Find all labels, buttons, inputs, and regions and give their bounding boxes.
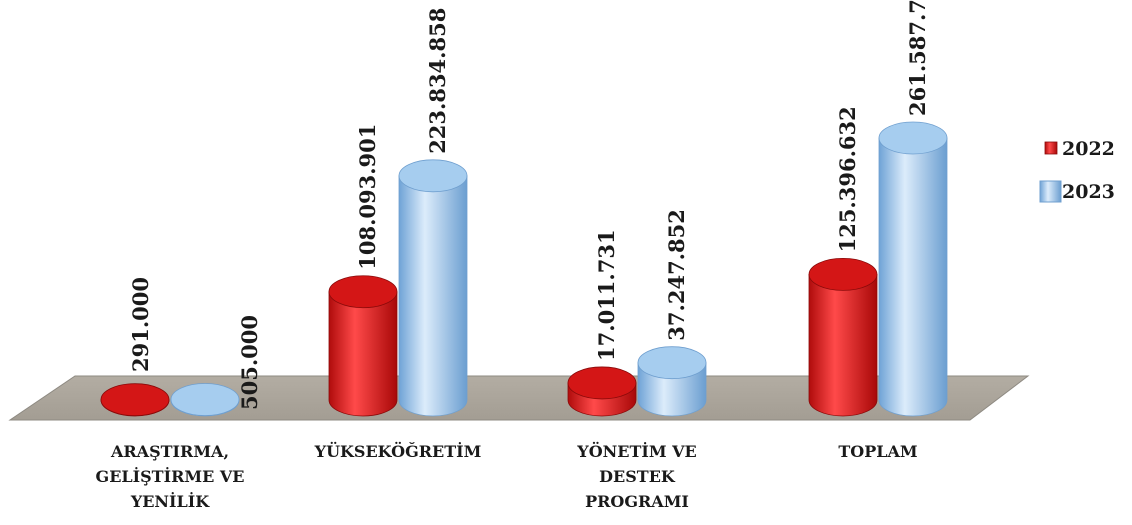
value-label-2023-2: 37.247.852 bbox=[664, 209, 689, 341]
value-label-2023-0: 505.000 bbox=[237, 315, 262, 410]
bar-2022-3 bbox=[808, 258, 878, 417]
chart-floor bbox=[8, 375, 1030, 421]
value-label-2022-3: 125.396.632 bbox=[835, 106, 860, 252]
bar-2023-1 bbox=[398, 159, 468, 417]
bar-cap bbox=[398, 159, 468, 193]
category-label-2: YÖNETİM VE DESTEK PROGRAMI bbox=[576, 441, 696, 511]
bar-body bbox=[398, 175, 468, 417]
legend-label-2023: 2023 bbox=[1062, 181, 1115, 203]
legend-label-2022: 2022 bbox=[1062, 138, 1115, 160]
value-labels-layer: 291.000 505.000 108.093.901 223.834.858 17.0… bbox=[128, 0, 930, 410]
category-label-1: YÜKSEKÖĞRETİM bbox=[314, 441, 482, 461]
legend-swatch-2023 bbox=[1039, 180, 1062, 203]
bar-cap bbox=[170, 383, 240, 416]
bar-cap bbox=[328, 275, 398, 309]
bar-cap bbox=[100, 383, 170, 417]
bar-body bbox=[328, 291, 398, 417]
bar-body bbox=[878, 137, 948, 417]
bar-2023-2 bbox=[637, 346, 707, 417]
legend-item-2023: 2023 bbox=[1039, 180, 1115, 203]
value-label-2023-3: 261.587.710 bbox=[905, 0, 930, 116]
bar-2022-1 bbox=[328, 275, 398, 417]
value-label-2022-1: 108.093.901 bbox=[355, 124, 380, 270]
category-label-0: ARAŞTIRMA, GELİŞTİRME VE YENİLİK bbox=[96, 442, 245, 511]
bar-cap bbox=[637, 346, 707, 380]
legend-item-2022: 2022 bbox=[1044, 138, 1115, 160]
value-label-2023-1: 223.834.858 bbox=[425, 8, 450, 154]
bar-2023-3 bbox=[878, 121, 948, 417]
category-label-3: TOPLAM bbox=[838, 442, 917, 461]
bar-cap bbox=[567, 366, 637, 400]
category-labels-layer: ARAŞTIRMA, GELİŞTİRME VE YENİLİK YÜKSEKÖĞRE… bbox=[96, 441, 918, 511]
bars-layer bbox=[100, 121, 948, 417]
legend-swatch-2022 bbox=[1044, 141, 1058, 155]
value-label-2022-0: 291.000 bbox=[128, 277, 153, 372]
bar-body bbox=[808, 274, 878, 417]
bar-2022-0 bbox=[100, 383, 170, 417]
legend: 2022 2023 bbox=[1039, 138, 1115, 203]
bar-cap bbox=[808, 258, 878, 291]
bar-cap bbox=[878, 121, 948, 155]
bar-2023-0 bbox=[170, 383, 240, 417]
value-label-2022-2: 17.011.731 bbox=[594, 229, 619, 361]
bar-2022-2 bbox=[567, 366, 637, 417]
